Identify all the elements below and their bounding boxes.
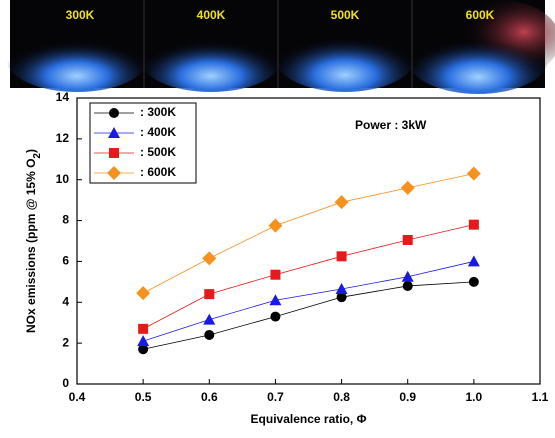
marker — [136, 286, 151, 301]
marker — [402, 234, 413, 245]
legend-box — [89, 102, 197, 184]
marker — [204, 329, 215, 340]
marker — [203, 313, 216, 325]
marker — [467, 255, 480, 267]
photo-label: 500K — [331, 8, 360, 22]
legend-label: : 400K — [140, 125, 176, 139]
series-line — [142, 173, 474, 294]
series-line — [142, 224, 474, 330]
y-tick-label: 8 — [62, 213, 69, 227]
y-axis-label-part: ) — [24, 149, 38, 153]
marker — [107, 166, 121, 180]
marker — [468, 219, 479, 230]
marker — [138, 344, 149, 355]
y-tick-label: 2 — [62, 335, 69, 349]
legend-label: : 300K — [140, 105, 176, 119]
y-tick-label: 12 — [56, 131, 70, 145]
marker — [466, 166, 481, 181]
marker — [402, 280, 413, 291]
marker — [268, 218, 283, 233]
marker — [336, 292, 347, 303]
marker — [204, 289, 215, 300]
flame — [7, 28, 147, 92]
x-tick-label: 0.5 — [135, 390, 152, 404]
marker — [269, 294, 282, 306]
marker — [468, 276, 479, 287]
marker — [108, 127, 120, 138]
y-tick-label: 14 — [56, 90, 70, 104]
marker — [400, 180, 415, 195]
marker — [334, 195, 349, 210]
x-tick-label: 0.4 — [69, 390, 86, 404]
x-tick-label: 0.7 — [267, 390, 284, 404]
flame — [275, 24, 415, 92]
y-tick-label: 6 — [62, 254, 69, 268]
photo-label: 300K — [66, 8, 95, 22]
photo-label: 600K — [466, 8, 495, 22]
series-line — [143, 261, 474, 342]
annotation: Power : 3kW — [355, 118, 427, 132]
legend-label: : 500K — [140, 145, 176, 159]
marker — [109, 108, 119, 118]
x-tick-label: 0.8 — [333, 390, 350, 404]
marker — [137, 335, 150, 347]
photo-label: 400K — [197, 8, 226, 22]
flame — [141, 28, 281, 92]
marker — [336, 251, 347, 262]
y-tick-label: 10 — [56, 172, 70, 186]
x-tick-label: 1.1 — [532, 390, 549, 404]
photo-strip: 300K 400K 500K 600K — [7, 0, 555, 94]
legend-label: : 600K — [140, 165, 176, 179]
y-tick-label: 4 — [62, 294, 69, 308]
y-axis-label-part: NOx emissions (ppm @ 15% O — [24, 159, 38, 333]
marker — [109, 148, 119, 158]
plot-frame — [76, 97, 541, 385]
marker — [270, 269, 281, 280]
y-axis-label-part: 2 — [32, 153, 43, 159]
series-line — [143, 281, 474, 350]
marker — [335, 283, 348, 295]
flame — [408, 26, 548, 94]
x-tick-label: 0.9 — [399, 390, 416, 404]
x-tick-label: 1.0 — [466, 390, 483, 404]
marker — [202, 251, 217, 266]
x-tick-label: 0.6 — [201, 390, 218, 404]
y-tick-label: 0 — [62, 376, 69, 390]
x-axis-label: Equivalence ratio, Φ — [251, 412, 367, 426]
marker — [138, 323, 149, 334]
marker — [401, 270, 414, 282]
y-axis-label: NOx emissions (ppm @ 15% O2) — [24, 149, 43, 333]
marker — [270, 311, 281, 322]
